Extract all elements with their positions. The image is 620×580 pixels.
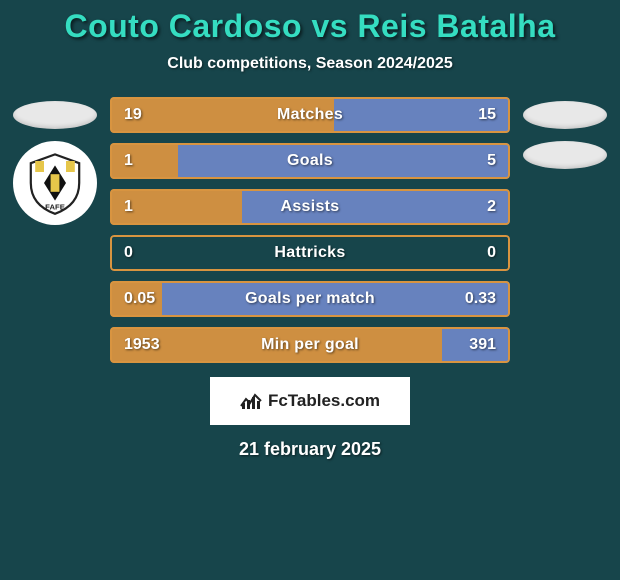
right-value: 391: [440, 336, 510, 354]
right-value: 5: [440, 152, 510, 170]
comparison-infographic: Couto Cardoso vs Reis Batalha Club compe…: [0, 0, 620, 580]
source-label: FcTables.com: [268, 391, 380, 411]
metric-label: Goals: [180, 152, 440, 170]
right-player-avatar-placeholder: [523, 101, 607, 129]
left-value: 0.05: [110, 290, 180, 308]
date-label: 21 february 2025: [0, 439, 620, 460]
metric-label: Assists: [180, 198, 440, 216]
stat-row: 1Assists2: [110, 189, 510, 225]
stat-row: 0Hattricks0: [110, 235, 510, 271]
stat-row: 0.05Goals per match0.33: [110, 281, 510, 317]
left-value: 19: [110, 106, 180, 124]
subtitle: Club competitions, Season 2024/2025: [0, 55, 620, 73]
right-value: 0: [440, 244, 510, 262]
stat-row: 19Matches15: [110, 97, 510, 133]
left-player-avatar-placeholder: [13, 101, 97, 129]
source-badge: FcTables.com: [210, 377, 410, 425]
left-value: 1: [110, 152, 180, 170]
right-value: 15: [440, 106, 510, 124]
crest-icon: FAFE: [22, 150, 88, 216]
left-club-crest: FAFE: [13, 141, 97, 225]
stat-row: 1953Min per goal391: [110, 327, 510, 363]
right-player-col: [522, 97, 608, 169]
metric-label: Goals per match: [180, 290, 440, 308]
right-club-crest-placeholder: [523, 141, 607, 169]
metric-label: Hattricks: [180, 244, 440, 262]
left-value: 1: [110, 198, 180, 216]
stat-row: 1Goals5: [110, 143, 510, 179]
stats-panel: 19Matches151Goals51Assists20Hattricks00.…: [110, 97, 510, 363]
chart-icon: [240, 392, 262, 410]
left-value: 0: [110, 244, 180, 262]
right-value: 2: [440, 198, 510, 216]
content-area: FAFE 19Matches151Goals51Assists20Hattric…: [0, 97, 620, 363]
page-title: Couto Cardoso vs Reis Batalha: [0, 8, 620, 45]
metric-label: Matches: [180, 106, 440, 124]
left-player-col: FAFE: [12, 97, 98, 225]
svg-text:FAFE: FAFE: [45, 202, 65, 211]
right-value: 0.33: [440, 290, 510, 308]
left-value: 1953: [110, 336, 180, 354]
metric-label: Min per goal: [180, 336, 440, 354]
